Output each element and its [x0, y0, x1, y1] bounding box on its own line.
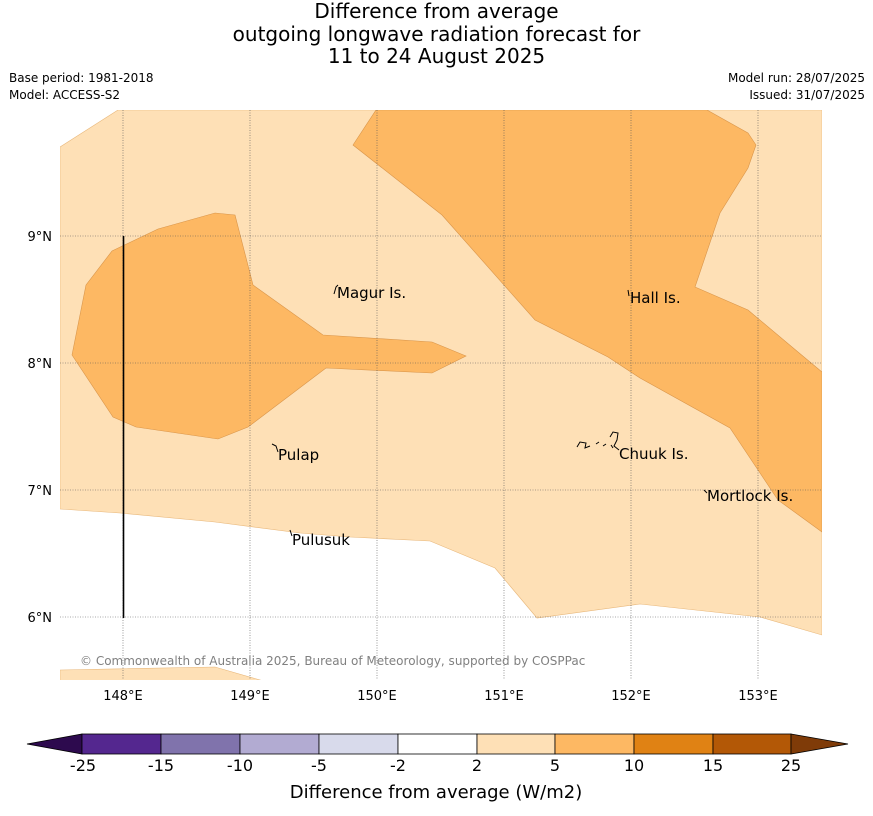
- magur-island: [333, 284, 339, 295]
- colorbar-bin-3: [239, 733, 320, 755]
- colorbar-tick: -2: [390, 756, 406, 775]
- meta-right: Model run: 28/07/2025 Issued: 31/07/2025: [728, 70, 865, 104]
- anomaly-region-5-to-10-west: [71, 212, 467, 440]
- meta-left: Base period: 1981-2018 Model: ACCESS-S2: [9, 70, 154, 104]
- place-labels: Magur Is. Hall Is. Pulap Chuuk Is. Mortl…: [278, 284, 793, 549]
- title-line-1: Difference from average: [314, 0, 559, 23]
- lon-label-151e: 151°E: [484, 689, 524, 704]
- place-label-chuuk: Chuuk Is.: [619, 445, 688, 463]
- title-line-3: 11 to 24 August 2025: [327, 44, 546, 68]
- colorbar-tick: -5: [311, 756, 327, 775]
- lat-label-8n: 8°N: [28, 357, 53, 372]
- colorbar-tick: -25: [70, 756, 96, 775]
- colorbar: -25 -15 -10 -5 -2 2 5 10 15 25 Differenc…: [26, 733, 849, 803]
- pulusuk-island: [289, 529, 293, 537]
- latitude-labels: 9°N 8°N 7°N 6°N: [28, 230, 53, 626]
- colorbar-tick: -15: [148, 756, 174, 775]
- colorbar-tick: 10: [624, 756, 644, 775]
- lon-label-152e: 152°E: [611, 689, 651, 704]
- place-label-pulusuk: Pulusuk: [292, 531, 350, 549]
- mortlock-island: [703, 489, 708, 494]
- colorbar-bin-2: [160, 733, 241, 755]
- colorbar-tick: 15: [703, 756, 723, 775]
- colorbar-bin-8: [633, 733, 714, 755]
- anomaly-region-5-to-10-east: [352, 110, 822, 533]
- colorbar-label: Difference from average (W/m2): [290, 782, 582, 803]
- copyright-notice: © Commonwealth of Australia 2025, Bureau…: [80, 654, 585, 668]
- colorbar-bin-9: [712, 733, 792, 755]
- colorbar-bin-6: [476, 733, 556, 755]
- colorbar-extend-high: [790, 733, 849, 755]
- place-label-magur: Magur Is.: [337, 284, 406, 302]
- lon-label-149e: 149°E: [230, 689, 270, 704]
- colorbar-bin-1: [81, 733, 162, 755]
- colorbar-tick: 2: [472, 756, 482, 775]
- colorbar-tick: -10: [227, 756, 253, 775]
- place-label-pulap: Pulap: [278, 446, 319, 464]
- pulap-island: [271, 443, 279, 453]
- map-title: Difference from average outgoing longwav…: [0, 0, 873, 68]
- model-name: Model: ACCESS-S2: [9, 88, 121, 102]
- lon-label-153e: 153°E: [738, 689, 778, 704]
- colorbar-tick: 25: [781, 756, 801, 775]
- issued-date: Issued: 31/07/2025: [749, 88, 865, 102]
- colorbar-bin-4: [318, 733, 399, 755]
- island-outlines: [271, 284, 708, 537]
- colorbar-bin-7: [554, 733, 635, 755]
- lat-label-9n: 9°N: [28, 230, 53, 245]
- model-run: Model run: 28/07/2025: [727, 71, 865, 85]
- lon-label-148e: 148°E: [103, 689, 143, 704]
- colorbar-extend-low: [26, 733, 83, 755]
- colorbar-bin-5: [397, 733, 478, 755]
- chuuk-islands: [576, 431, 620, 451]
- place-label-hall: Hall Is.: [630, 289, 681, 307]
- title-line-2: outgoing longwave radiation forecast for: [232, 21, 641, 46]
- place-label-mortlock: Mortlock Is.: [707, 487, 793, 505]
- anomaly-region-2-to-5-south: [60, 666, 262, 680]
- lon-label-150e: 150°E: [357, 689, 397, 704]
- lat-label-7n: 7°N: [28, 484, 53, 499]
- colorbar-ticks: -25 -15 -10 -5 -2 2 5 10 15 25: [70, 756, 801, 775]
- hall-island: [627, 289, 630, 297]
- lat-label-6n: 6°N: [28, 611, 53, 626]
- longitude-labels: 148°E 149°E 150°E 151°E 152°E 153°E: [103, 689, 778, 704]
- colorbar-tick: 5: [550, 756, 560, 775]
- base-period: Base period: 1981-2018: [9, 71, 154, 85]
- map-area: Magur Is. Hall Is. Pulap Chuuk Is. Mortl…: [60, 110, 822, 680]
